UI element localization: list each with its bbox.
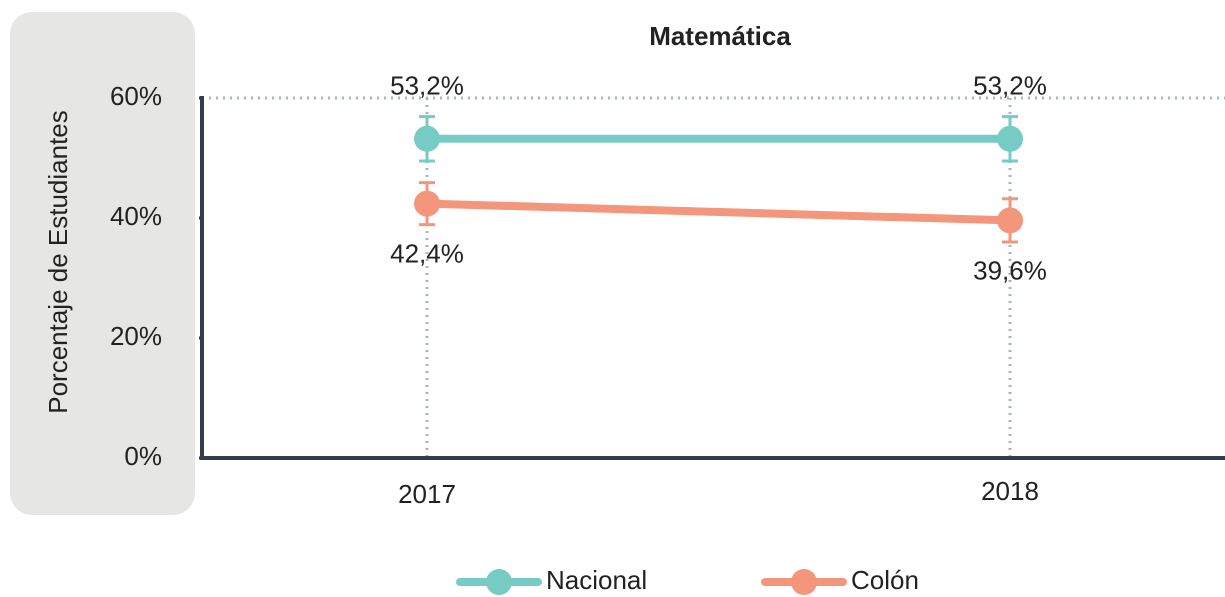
data-label: 39,6% (973, 255, 1047, 285)
legend-marker (486, 569, 512, 595)
y-label-box (10, 12, 195, 515)
x-tick-label: 2018 (981, 476, 1039, 506)
y-tick-label: 0% (124, 441, 162, 471)
data-point (414, 190, 440, 217)
chart-title: Matemática (649, 21, 791, 51)
series-line (426, 199, 1011, 225)
y-tick-label: 60% (110, 81, 162, 111)
y-tick-label: 20% (110, 321, 162, 351)
y-tick-label: 40% (110, 201, 162, 231)
data-label: 53,2% (390, 71, 464, 101)
legend-marker (791, 569, 817, 595)
y-axis-label: Porcentaje de Estudiantes (43, 110, 73, 414)
data-point (997, 125, 1023, 152)
data-label: 42,4% (390, 238, 464, 268)
legend-label: Nacional (546, 565, 647, 595)
data-point (414, 125, 440, 152)
legend-label: Colón (851, 565, 919, 595)
data-point (997, 207, 1023, 234)
data-label: 53,2% (973, 71, 1047, 101)
x-tick-label: 2017 (398, 479, 456, 509)
